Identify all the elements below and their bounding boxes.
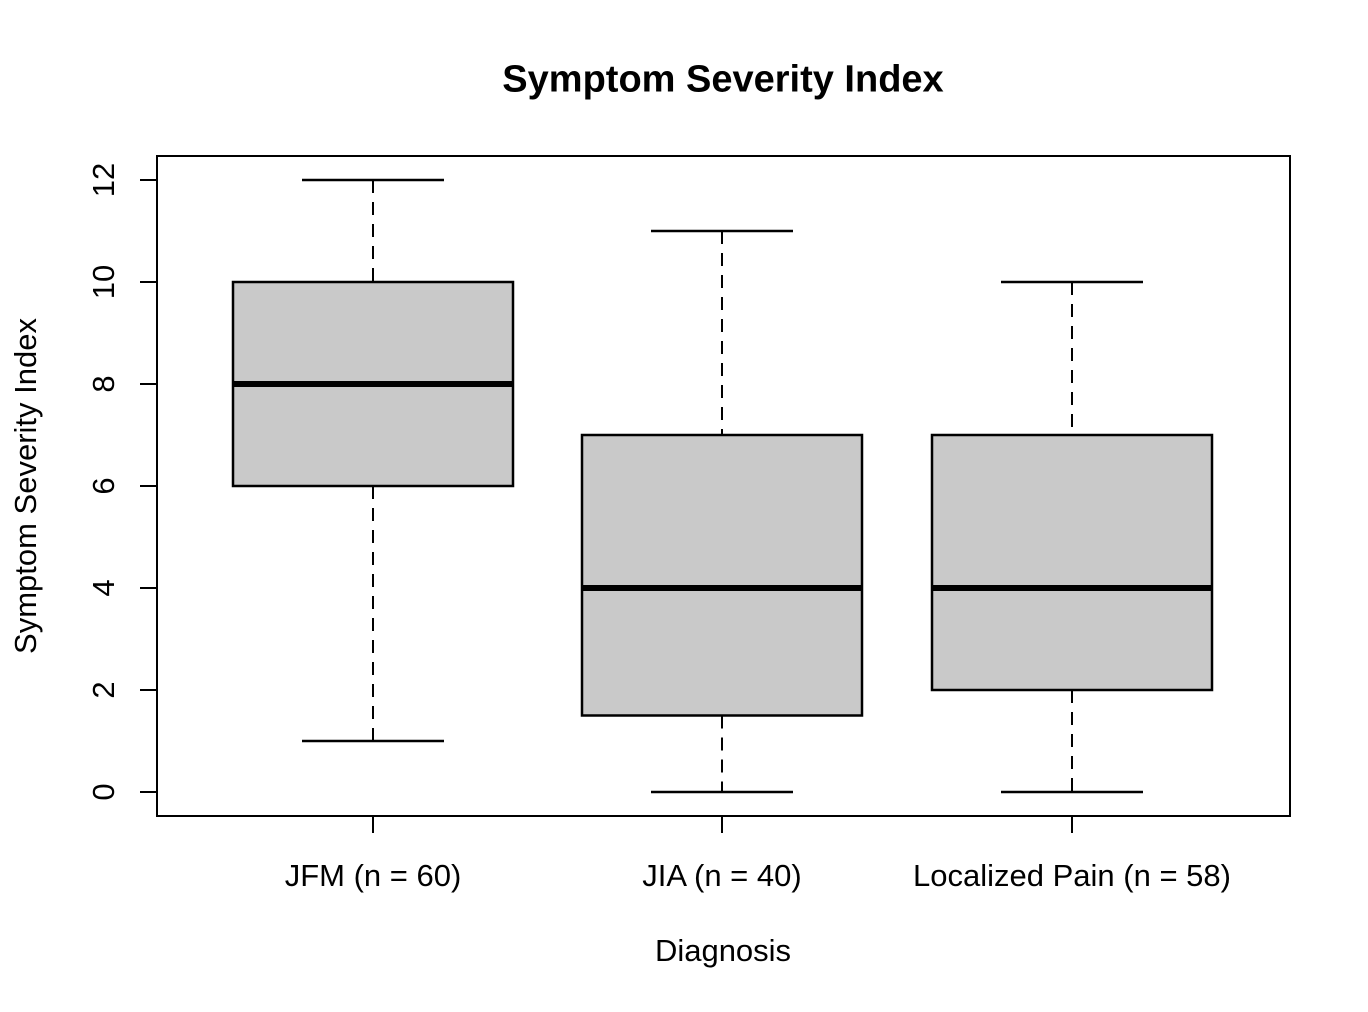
y-tick-label: 0 bbox=[86, 783, 121, 801]
y-tick-label: 8 bbox=[86, 375, 121, 393]
chart-title: Symptom Severity Index bbox=[502, 58, 944, 101]
y-tick-label: 2 bbox=[86, 681, 121, 699]
y-tick-label: 6 bbox=[86, 477, 121, 495]
iqr-box bbox=[930, 433, 1214, 692]
x-axis-title: Diagnosis bbox=[654, 933, 792, 968]
box-group-2 bbox=[580, 229, 864, 794]
x-tick-label: JIA (n = 40) bbox=[642, 858, 802, 893]
x-tick-label: JFM (n = 60) bbox=[284, 858, 462, 893]
box-group-1 bbox=[231, 178, 515, 743]
x-tick-label: Localized Pain (n = 58) bbox=[913, 858, 1231, 893]
y-tick-label: 10 bbox=[86, 264, 121, 300]
y-tick-label: 4 bbox=[86, 579, 121, 597]
iqr-box bbox=[580, 433, 864, 717]
box-group-3 bbox=[930, 280, 1214, 794]
y-tick-label: 12 bbox=[86, 162, 121, 198]
